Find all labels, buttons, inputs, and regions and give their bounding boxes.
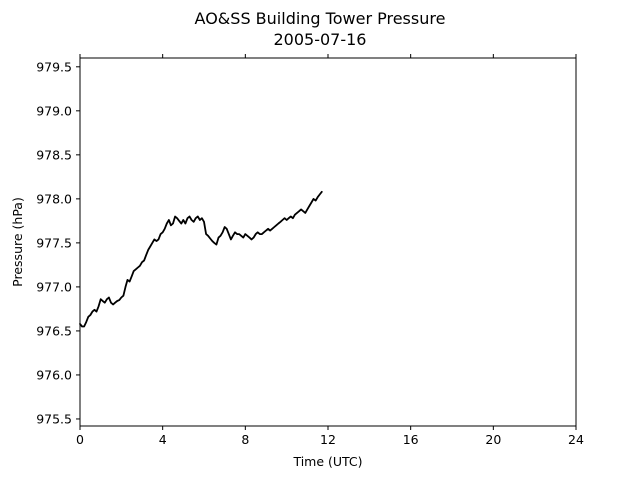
y-axis-label: Pressure (hPa) bbox=[10, 197, 25, 287]
x-tick-label: 16 bbox=[403, 432, 419, 447]
plot-area-frame bbox=[79, 57, 577, 427]
chart-subtitle: 2005-07-16 bbox=[274, 30, 367, 49]
axis-ticks: 0 4 8 12 16 20 24 975.5 976.0 976.5 977.0 977.5 978.… bbox=[36, 54, 584, 447]
pressure-series-line bbox=[79, 190, 323, 328]
x-tick-label: 24 bbox=[568, 432, 584, 447]
x-tick-label: 0 bbox=[76, 432, 84, 447]
y-tick-label: 978.0 bbox=[36, 191, 72, 206]
y-tick-label: 976.0 bbox=[36, 367, 72, 382]
x-tick-label: 8 bbox=[241, 432, 249, 447]
chart-title: AO&SS Building Tower Pressure bbox=[195, 9, 446, 28]
x-tick-label: 20 bbox=[485, 432, 501, 447]
y-tick-label: 979.0 bbox=[36, 103, 72, 118]
y-tick-label: 975.5 bbox=[36, 411, 72, 426]
y-tick-label: 978.5 bbox=[36, 147, 72, 162]
x-axis-label: Time (UTC) bbox=[292, 454, 362, 469]
y-tick-label: 979.5 bbox=[36, 59, 72, 74]
series-layer bbox=[79, 190, 323, 328]
x-tick-label: 12 bbox=[320, 432, 336, 447]
y-tick-label: 976.5 bbox=[36, 323, 72, 338]
x-tick-label: 4 bbox=[159, 432, 167, 447]
y-tick-label: 977.0 bbox=[36, 279, 72, 294]
y-tick-label: 977.5 bbox=[36, 235, 72, 250]
